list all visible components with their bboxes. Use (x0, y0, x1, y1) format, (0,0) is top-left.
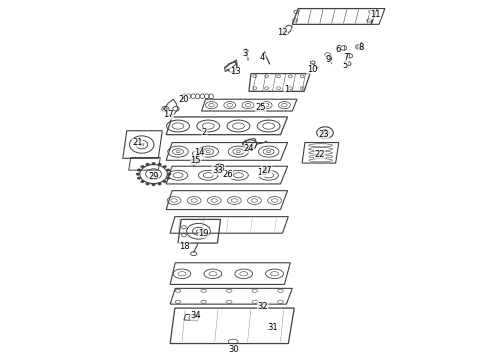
Text: 10: 10 (307, 65, 317, 74)
Text: 28: 28 (214, 164, 225, 173)
Text: 13: 13 (230, 67, 241, 76)
Text: 23: 23 (318, 130, 329, 139)
Ellipse shape (168, 173, 171, 175)
Text: 17: 17 (163, 111, 173, 120)
Text: 2: 2 (202, 128, 207, 137)
Ellipse shape (152, 162, 155, 165)
Text: 1: 1 (284, 85, 289, 94)
Text: 11: 11 (370, 10, 380, 19)
Text: 16: 16 (257, 168, 268, 177)
Ellipse shape (136, 173, 140, 175)
Text: 27: 27 (261, 166, 272, 175)
Ellipse shape (167, 169, 170, 171)
Ellipse shape (167, 177, 170, 179)
Text: 4: 4 (260, 53, 266, 62)
Text: 34: 34 (191, 311, 201, 320)
Text: 30: 30 (228, 345, 239, 354)
Text: 5: 5 (343, 61, 348, 70)
Ellipse shape (137, 169, 141, 171)
Text: 6: 6 (335, 45, 340, 54)
Text: 31: 31 (267, 323, 278, 332)
Text: 33: 33 (212, 166, 223, 175)
Ellipse shape (137, 177, 141, 179)
Text: 18: 18 (179, 243, 189, 252)
Text: 32: 32 (257, 302, 268, 311)
Text: 19: 19 (198, 229, 209, 238)
Text: 21: 21 (132, 138, 143, 147)
Text: 7: 7 (343, 53, 348, 62)
Ellipse shape (158, 163, 161, 166)
Text: 14: 14 (195, 148, 205, 157)
Ellipse shape (146, 183, 149, 185)
Ellipse shape (163, 180, 167, 183)
Text: 29: 29 (148, 172, 158, 181)
Ellipse shape (146, 163, 149, 166)
Text: 24: 24 (244, 144, 254, 153)
Ellipse shape (158, 183, 161, 185)
Text: 25: 25 (255, 103, 266, 112)
Text: 3: 3 (243, 49, 247, 58)
Text: 12: 12 (277, 28, 288, 37)
Text: 22: 22 (315, 150, 325, 159)
Text: 20: 20 (179, 95, 189, 104)
Text: 9: 9 (325, 55, 330, 64)
Ellipse shape (163, 165, 167, 168)
Text: 8: 8 (359, 44, 364, 53)
Ellipse shape (152, 184, 155, 186)
Ellipse shape (141, 165, 144, 168)
Text: 26: 26 (222, 170, 233, 179)
Text: 15: 15 (191, 156, 201, 165)
Ellipse shape (141, 180, 144, 183)
